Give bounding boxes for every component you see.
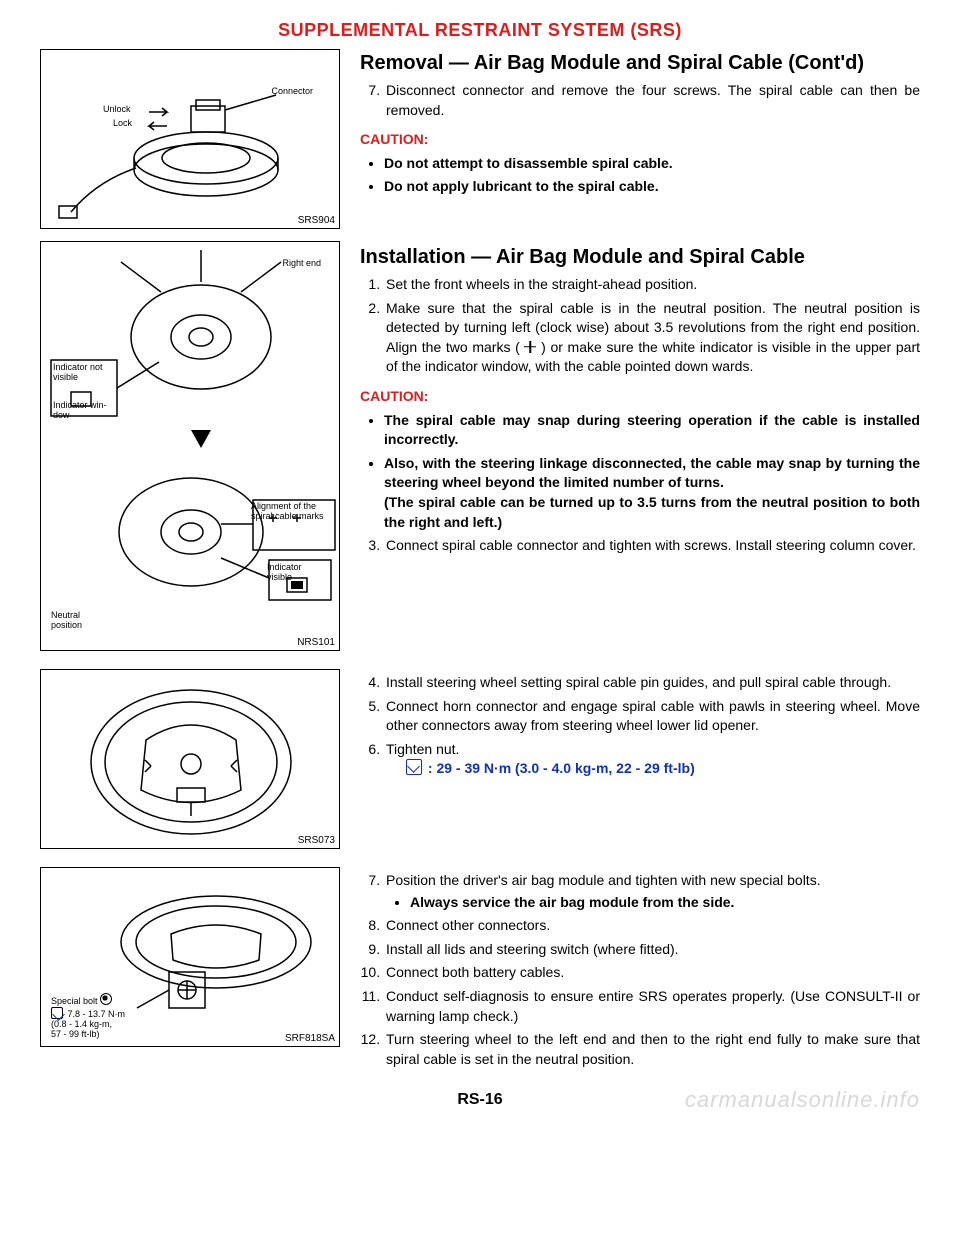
figure-special-bolt: Special bolt 7.8 - 13.7 N·m (0.8 - 1.4 k…	[40, 867, 340, 1047]
label-indicator-not-visible: Indicator not visible	[53, 362, 113, 382]
install-step-6-text: Tighten nut.	[386, 741, 459, 757]
caution-1-item-2: Do not apply lubricant to the spiral cab…	[384, 177, 920, 197]
label-indicator-window: Indicator win-dow	[53, 400, 113, 420]
caution-2-item-2-text: Also, with the steering linkage disconne…	[384, 455, 920, 491]
removal-step-7: Disconnect connector and remove the four…	[384, 81, 920, 120]
caution-2-item-1: The spiral cable may snap during steerin…	[384, 411, 920, 450]
figure-steering-wheel-back: SRS073	[40, 669, 340, 849]
install-step-4: Install steering wheel setting spiral ca…	[384, 673, 920, 693]
caution-2-note: (The spiral cable can be turned up to 3.…	[384, 494, 920, 530]
torque-icon	[406, 759, 422, 775]
install-step-9: Install all lids and steering switch (wh…	[384, 940, 920, 960]
label-neutral-position: Neutral position	[51, 610, 107, 630]
page-header: SUPPLEMENTAL RESTRAINT SYSTEM (SRS)	[40, 20, 920, 41]
caution-1-item-1: Do not attempt to disassemble spiral cab…	[384, 154, 920, 174]
install-step-2: Make sure that the spiral cable is in th…	[384, 299, 920, 377]
caution-label-1: CAUTION:	[360, 130, 920, 150]
caution-2-item-2: Also, with the steering linkage disconne…	[384, 454, 920, 532]
figure-id-2: NRS101	[297, 637, 335, 648]
torque-spec: : 29 - 39 N·m (3.0 - 4.0 kg-m, 22 - 29 f…	[428, 760, 695, 776]
install-step-5: Connect horn connector and engage spiral…	[384, 697, 920, 736]
figure-id-1: SRS904	[298, 215, 335, 226]
figure-spiral-cable-neutral: Right end Indicator not visible Indicato…	[40, 241, 340, 651]
figure-id-4: SRF818SA	[285, 1033, 335, 1044]
label-right-end: Right end	[282, 258, 321, 268]
install-step-11: Conduct self-diagnosis to ensure entire …	[384, 987, 920, 1026]
removal-section-title: Removal — Air Bag Module and Spiral Cabl…	[360, 51, 920, 75]
label-connector: Connector	[271, 86, 313, 96]
label-bolt-torque: 7.8 - 13.7 N·m (0.8 - 1.4 kg-m, 57 - 99 …	[51, 997, 125, 1040]
label-lock: Lock	[113, 118, 132, 128]
figure-id-3: SRS073	[298, 835, 335, 846]
label-alignment-marks: Alignment of the spiral cable marks	[251, 502, 329, 522]
install-step-8: Connect other connectors.	[384, 916, 920, 936]
caution-label-2: CAUTION:	[360, 387, 920, 407]
install-step-1: Set the front wheels in the straight-ahe…	[384, 275, 920, 295]
install-step-3: Connect spiral cable connector and tight…	[384, 536, 920, 556]
torque-icon-small	[51, 1007, 63, 1019]
label-unlock: Unlock	[103, 104, 131, 114]
install-step-7-text: Position the driver's air bag module and…	[386, 872, 821, 888]
install-step-10: Connect both battery cables.	[384, 963, 920, 983]
install-step-6: Tighten nut. : 29 - 39 N·m (3.0 - 4.0 kg…	[384, 740, 920, 779]
install-step-12: Turn steering wheel to the left end and …	[384, 1030, 920, 1069]
watermark: carmanualsonline.info	[685, 1087, 920, 1113]
install-step-7: Position the driver's air bag module and…	[384, 871, 920, 912]
alignment-mark-icon	[524, 341, 536, 353]
figure-spiral-cable-connector: Connector Unlock Lock SRS904	[40, 49, 340, 229]
install-step-7-sub: Always service the air bag module from t…	[410, 893, 920, 913]
label-indicator-visible: Indicator visible	[267, 562, 323, 582]
install-section-title: Installation — Air Bag Module and Spiral…	[360, 245, 920, 269]
